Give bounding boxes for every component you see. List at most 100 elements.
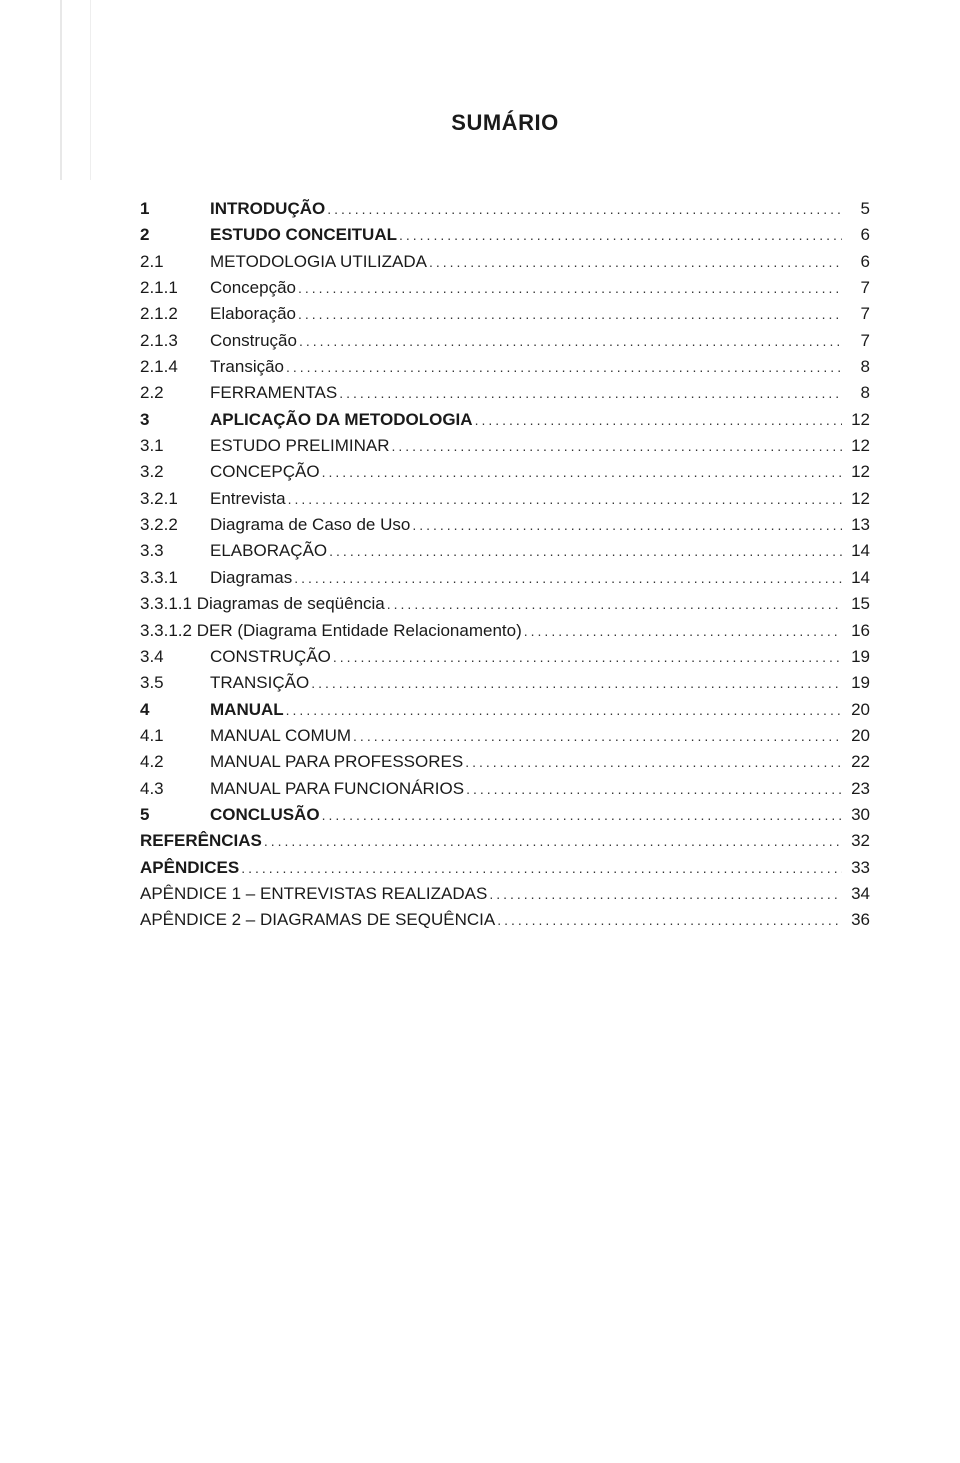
toc-label: Diagrama de Caso de Uso [210,512,410,538]
toc-leader-dots [294,565,842,591]
toc-page-number: 12 [844,486,870,512]
toc-leader-dots [322,459,842,485]
toc-leader-dots [327,196,842,222]
toc-page-number: 15 [844,591,870,617]
toc-row: APÊNDICE 1 – ENTREVISTAS REALIZADAS 34 [140,881,870,907]
toc-leader-dots [311,670,842,696]
toc-page-number: 16 [844,618,870,644]
toc-number: 3.3 [140,538,210,564]
toc-page-number: 32 [844,828,870,854]
toc-page-number: 12 [844,433,870,459]
toc-label: Construção [210,328,297,354]
toc-leader-dots [286,697,842,723]
toc-label: APÊNDICE 2 – DIAGRAMAS DE SEQUÊNCIA [140,907,495,933]
toc-label: Concepção [210,275,296,301]
toc-number: 2.2 [140,380,210,406]
toc-number: 4.3 [140,776,210,802]
toc-row: APÊNDICES33 [140,855,870,881]
toc-leader-dots [329,538,842,564]
toc-page-number: 12 [844,459,870,485]
toc-page-number: 19 [844,670,870,696]
toc-row: 3.2.2Diagrama de Caso de Uso13 [140,512,870,538]
toc-page-number: 34 [844,881,870,907]
toc-label: APÊNDICE 1 – ENTREVISTAS REALIZADAS [140,881,487,907]
toc-leader-dots [429,249,842,275]
toc-page-number: 8 [844,354,870,380]
toc-label: FERRAMENTAS [210,380,337,406]
toc-leader-dots [298,275,842,301]
toc-leader-dots [333,644,842,670]
toc-leader-dots [466,776,842,802]
toc-label: CONCEPÇÃO [210,459,320,485]
toc-page-number: 14 [844,538,870,564]
toc-page-number: 30 [844,802,870,828]
toc-label: ESTUDO PRELIMINAR [210,433,389,459]
toc-number: 2.1.4 [140,354,210,380]
toc-label: Elaboração [210,301,296,327]
toc-page-number: 20 [844,697,870,723]
toc-page-number: 8 [844,380,870,406]
toc-number: 3.1 [140,433,210,459]
toc-label: ELABORAÇÃO [210,538,327,564]
table-of-contents: 1INTRODUÇÃO52ESTUDO CONCEITUAL 62.1METODO… [140,196,870,934]
toc-leader-dots [264,828,842,854]
toc-page-number: 6 [844,249,870,275]
toc-page-number: 14 [844,565,870,591]
toc-leader-dots [353,723,842,749]
toc-page-number: 13 [844,512,870,538]
toc-leader-dots [465,749,842,775]
toc-row: 3.2CONCEPÇÃO 12 [140,459,870,485]
toc-leader-dots [339,380,842,406]
toc-row: 3.2.1Entrevista12 [140,486,870,512]
toc-row: 4.2MANUAL PARA PROFESSORES22 [140,749,870,775]
toc-leader-dots [288,486,842,512]
toc-number: 3 [140,407,210,433]
toc-leader-dots [391,433,842,459]
toc-leader-dots [241,855,842,881]
toc-leader-dots [298,301,842,327]
toc-label: CONSTRUÇÃO [210,644,331,670]
toc-number: 3.5 [140,670,210,696]
toc-page-number: 36 [844,907,870,933]
toc-number: 4 [140,697,210,723]
toc-number: 1 [140,196,210,222]
toc-number: 2.1.1 [140,275,210,301]
toc-label: 3.3.1.2 DER (Diagrama Entidade Relaciona… [140,618,522,644]
toc-label: CONCLUSÃO [210,802,320,828]
toc-leader-dots [299,328,842,354]
toc-row: APÊNDICE 2 – DIAGRAMAS DE SEQUÊNCIA 36 [140,907,870,933]
toc-label: 3.3.1.1 Diagramas de seqüência [140,591,385,617]
toc-number: 3.2.1 [140,486,210,512]
toc-page-number: 20 [844,723,870,749]
toc-row: 3.3.1.2 DER (Diagrama Entidade Relaciona… [140,618,870,644]
toc-number: 3.2 [140,459,210,485]
toc-row: 2.1.4Transição8 [140,354,870,380]
toc-row: 2ESTUDO CONCEITUAL 6 [140,222,870,248]
toc-row: 4MANUAL 20 [140,697,870,723]
toc-row: 3.5TRANSIÇÃO19 [140,670,870,696]
toc-page-number: 22 [844,749,870,775]
toc-row: 2.1METODOLOGIA UTILIZADA6 [140,249,870,275]
toc-number: 3.4 [140,644,210,670]
page-title: SUMÁRIO [140,110,870,136]
toc-label: APLICAÇÃO DA METODOLOGIA [210,407,473,433]
toc-number: 2.1 [140,249,210,275]
toc-leader-dots [412,512,842,538]
toc-row: REFERÊNCIAS32 [140,828,870,854]
toc-leader-dots [497,907,842,933]
toc-row: 3.4CONSTRUÇÃO19 [140,644,870,670]
toc-row: 2.1.1Concepção7 [140,275,870,301]
toc-leader-dots [524,618,842,644]
toc-label: MANUAL [210,697,284,723]
toc-row: 1INTRODUÇÃO5 [140,196,870,222]
toc-leader-dots [489,881,842,907]
toc-label: INTRODUÇÃO [210,196,325,222]
toc-number: 2.1.3 [140,328,210,354]
toc-number: 2 [140,222,210,248]
toc-row: 3.3.1Diagramas14 [140,565,870,591]
toc-label: ESTUDO CONCEITUAL [210,222,397,248]
toc-row: 2.1.3Construção7 [140,328,870,354]
toc-leader-dots [286,354,842,380]
toc-page-number: 6 [844,222,870,248]
toc-row: 3.1ESTUDO PRELIMINAR 12 [140,433,870,459]
